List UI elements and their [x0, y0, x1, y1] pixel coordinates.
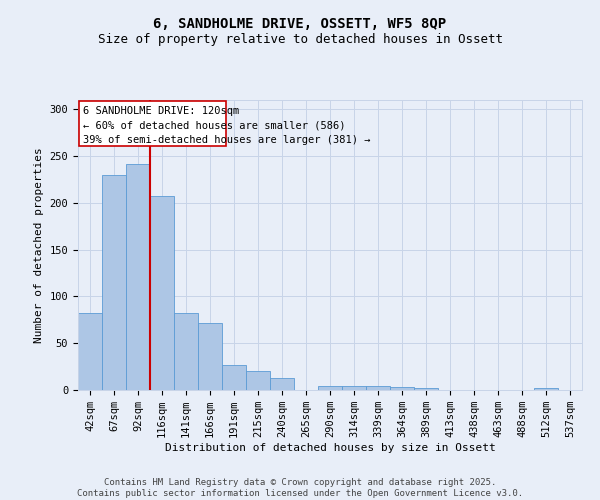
Text: 6, SANDHOLME DRIVE, OSSETT, WF5 8QP: 6, SANDHOLME DRIVE, OSSETT, WF5 8QP [154, 18, 446, 32]
Bar [366, 386, 390, 390]
Bar [318, 386, 342, 390]
Text: Size of property relative to detached houses in Ossett: Size of property relative to detached ho… [97, 32, 503, 46]
Bar [126, 164, 150, 390]
Bar [198, 322, 222, 390]
Text: 6 SANDHOLME DRIVE: 120sqm
← 60% of detached houses are smaller (586)
39% of semi: 6 SANDHOLME DRIVE: 120sqm ← 60% of detac… [83, 106, 370, 145]
Bar [534, 388, 558, 390]
Bar [270, 378, 294, 390]
Bar [174, 314, 198, 390]
FancyBboxPatch shape [79, 101, 226, 146]
Bar [102, 175, 126, 390]
Bar [150, 196, 174, 390]
Bar [246, 372, 270, 390]
Bar [222, 364, 246, 390]
X-axis label: Distribution of detached houses by size in Ossett: Distribution of detached houses by size … [164, 443, 496, 453]
Text: Contains HM Land Registry data © Crown copyright and database right 2025.
Contai: Contains HM Land Registry data © Crown c… [77, 478, 523, 498]
Bar [390, 387, 414, 390]
Bar [342, 386, 366, 390]
Y-axis label: Number of detached properties: Number of detached properties [34, 147, 44, 343]
Bar [78, 314, 102, 390]
Bar [414, 388, 438, 390]
